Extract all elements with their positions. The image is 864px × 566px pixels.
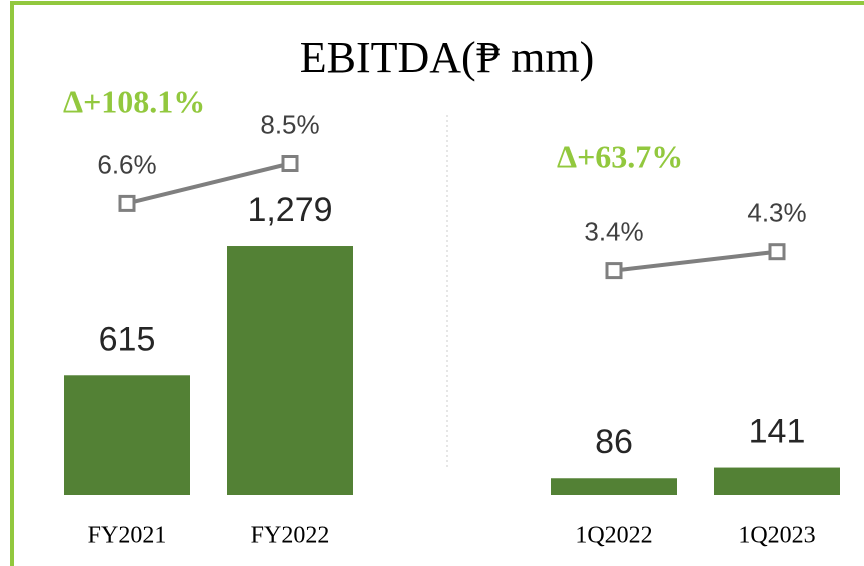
data-label: 86	[595, 423, 633, 461]
bar	[551, 478, 677, 495]
data-label: 1,279	[247, 191, 332, 229]
margin-marker	[118, 194, 136, 212]
margin-line	[613, 249, 778, 273]
margin-marker	[605, 262, 623, 280]
margin-marker	[768, 243, 786, 261]
margin-label: 8.5%	[260, 109, 319, 139]
margin-label: 6.6%	[97, 149, 156, 179]
annotation: Δ+63.7%	[557, 138, 683, 174]
data-label: 141	[749, 413, 806, 451]
chart-title: EBITDA(₱ mm)	[300, 33, 595, 82]
margin-marker	[281, 155, 299, 172]
x-tick-label: FY2021	[88, 523, 167, 549]
bar	[64, 375, 190, 495]
margin-label: 3.4%	[584, 216, 643, 246]
annotation: Δ+108.1%	[63, 83, 205, 119]
margin-line	[126, 161, 291, 206]
x-tick-label: 1Q2022	[575, 523, 652, 549]
x-tick-label: FY2022	[251, 523, 330, 549]
bar	[227, 246, 353, 495]
margin-label: 4.3%	[747, 198, 806, 228]
data-label: 615	[99, 320, 156, 358]
x-tick-label: 1Q2023	[738, 523, 815, 549]
bar	[714, 467, 840, 495]
